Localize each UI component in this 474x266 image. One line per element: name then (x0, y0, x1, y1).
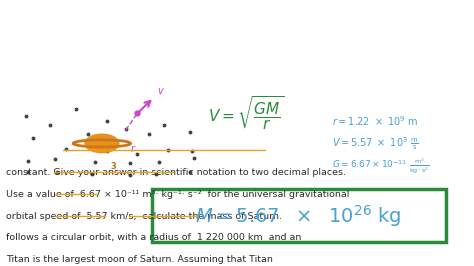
Text: follows a circular orbit, with a radius of  1 220 000 km  and an: follows a circular orbit, with a radius … (6, 233, 301, 242)
Bar (152, 189, 446, 242)
Text: Titan is the largest moon of Saturn. Assuming that Titan: Titan is the largest moon of Saturn. Ass… (6, 255, 273, 264)
Text: orbital speed of  5.57 km/s,  calculate the mass of Saturn.: orbital speed of 5.57 km/s, calculate th… (6, 211, 282, 221)
Text: 3: 3 (111, 162, 117, 171)
Text: $r = 1.22\ \times\ 10^{9}\ \mathrm{m}$: $r = 1.22\ \times\ 10^{9}\ \mathrm{m}$ (332, 114, 419, 128)
Text: r: r (131, 144, 135, 154)
Text: $M = 5.67\ \ \times\ \ 10^{26}\ \mathrm{kg}$: $M = 5.67\ \ \times\ \ 10^{26}\ \mathrm{… (195, 203, 402, 229)
Text: $V = 5.57\ \times\ 10^{3}\ \frac{\mathrm{m}}{\mathrm{s}}$: $V = 5.57\ \times\ 10^{3}\ \frac{\mathrm… (332, 135, 419, 152)
Text: $V = \sqrt{\dfrac{GM}{r}}$: $V = \sqrt{\dfrac{GM}{r}}$ (209, 95, 284, 132)
Text: Use a value of  6.67 × 10⁻¹¹ m³· kg⁻¹· s⁻²  for the universal gravitational: Use a value of 6.67 × 10⁻¹¹ m³· kg⁻¹· s⁻… (6, 190, 349, 199)
Ellipse shape (85, 134, 119, 153)
Text: $G = 6.67\times10^{-11}\ \frac{\mathrm{m}^{3}}{\mathrm{kg\cdot s}^{2}}$: $G = 6.67\times10^{-11}\ \frac{\mathrm{m… (332, 157, 429, 176)
Text: constant. Give your answer in scientific notation to two decimal places.: constant. Give your answer in scientific… (6, 168, 346, 177)
Text: v: v (157, 86, 163, 96)
